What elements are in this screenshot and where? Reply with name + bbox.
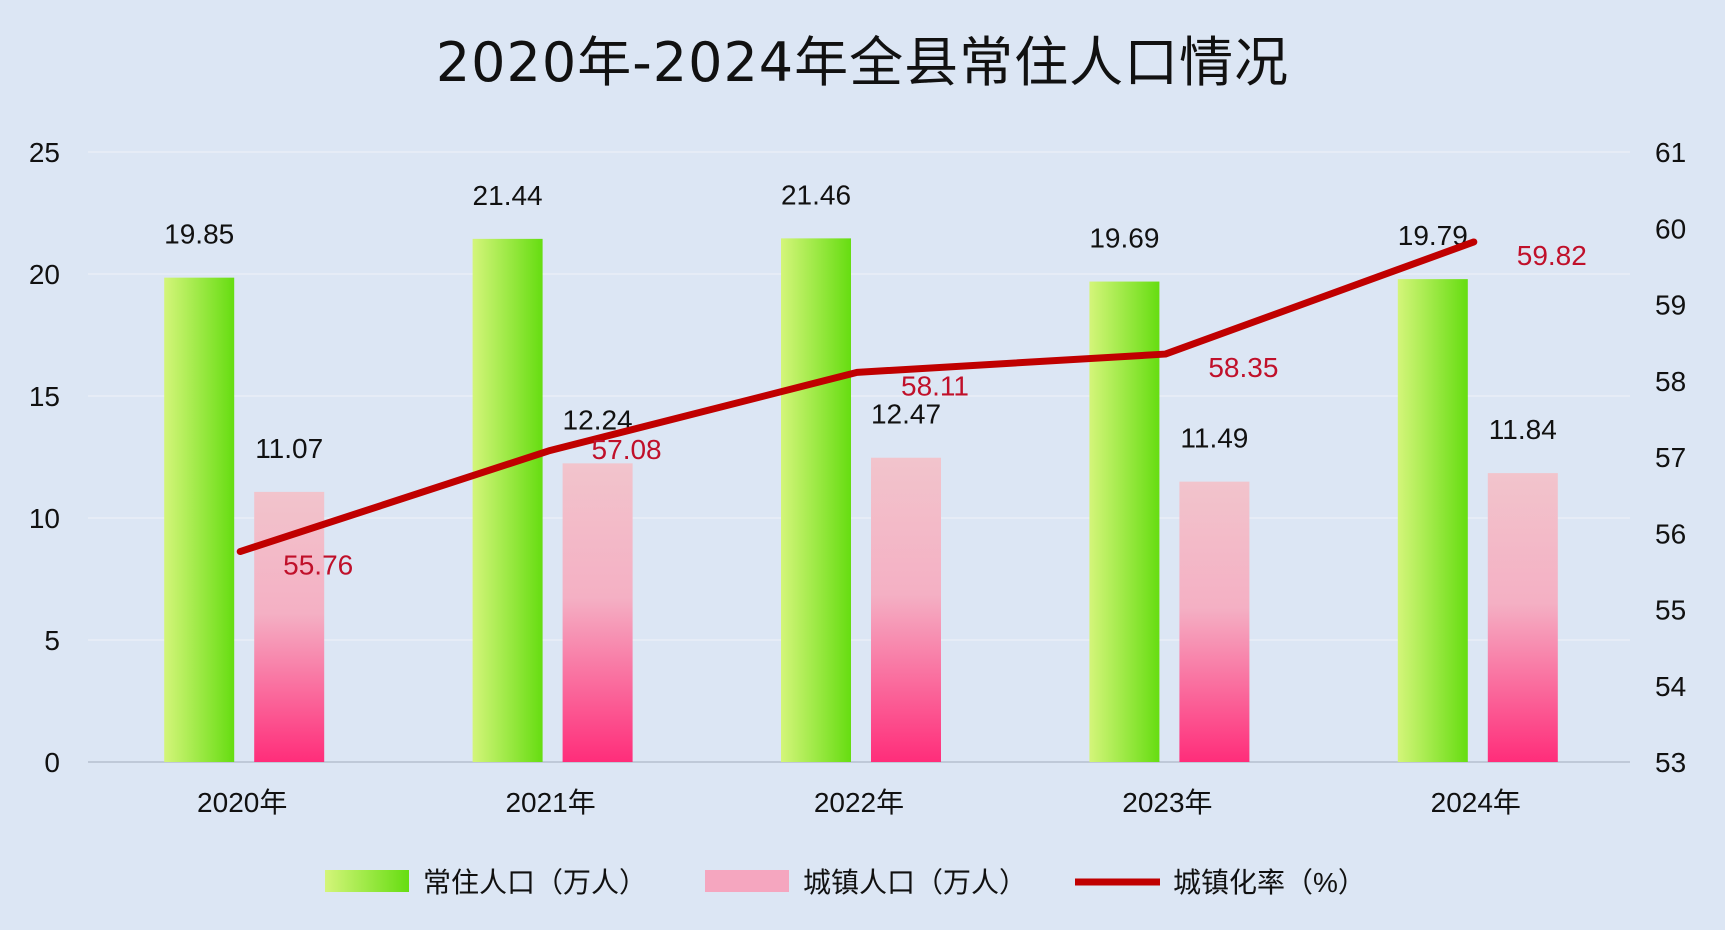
bar-urban-population xyxy=(1487,473,1558,762)
bar-data-label: 12.47 xyxy=(871,399,941,430)
line-data-label: 58.11 xyxy=(901,370,969,401)
bar-data-label: 19.69 xyxy=(1089,223,1159,254)
bar-data-label: 21.46 xyxy=(781,179,851,210)
bar-urban-population xyxy=(1179,481,1250,762)
y-right-tick-label: 53 xyxy=(1655,747,1686,778)
y-right-tick-label: 60 xyxy=(1655,213,1686,244)
bar-data-label: 21.44 xyxy=(473,180,543,211)
line-data-label: 57.08 xyxy=(592,434,662,465)
chart-title: 2020年-2024年全县常住人口情况 xyxy=(435,31,1290,94)
bar-data-label: 11.49 xyxy=(1180,423,1248,454)
bar-resident-population xyxy=(472,238,543,762)
y-left-tick-label: 10 xyxy=(29,503,60,534)
y-left-tick-label: 20 xyxy=(29,259,60,290)
bar-resident-population xyxy=(164,277,235,762)
bar-resident-population xyxy=(1397,279,1468,762)
x-tick-label: 2023年 xyxy=(1122,787,1212,818)
x-tick-label: 2021年 xyxy=(505,787,595,818)
bar-urban-population xyxy=(562,463,633,762)
line-data-label: 59.82 xyxy=(1517,240,1587,271)
x-tick-label: 2024年 xyxy=(1431,787,1521,818)
bar-data-label: 11.84 xyxy=(1489,414,1557,445)
legend-label: 城镇人口（万人） xyxy=(803,867,1027,898)
legend-label: 城镇化率（%） xyxy=(1173,867,1366,898)
y-left-tick-label: 0 xyxy=(44,747,60,778)
y-left-tick-label: 25 xyxy=(29,137,60,168)
x-tick-label: 2020年 xyxy=(197,787,287,818)
y-right-tick-label: 61 xyxy=(1655,137,1686,168)
bar-data-label: 11.07 xyxy=(255,433,323,464)
x-tick-label: 2022年 xyxy=(814,787,904,818)
y-right-tick-label: 58 xyxy=(1655,366,1686,397)
line-data-label: 55.76 xyxy=(283,550,353,581)
legend-swatch-urban xyxy=(705,870,789,892)
bar-urban-population xyxy=(871,457,941,762)
urbanization-rate-line xyxy=(236,238,1478,556)
y-right-tick-label: 54 xyxy=(1655,671,1686,702)
bar-resident-population xyxy=(781,238,851,763)
legend-swatch-resident xyxy=(325,870,409,892)
y-left-tick-label: 15 xyxy=(29,381,60,412)
bar-data-label: 19.85 xyxy=(164,219,234,250)
y-left-tick-label: 5 xyxy=(44,625,60,656)
y-right-tick-label: 56 xyxy=(1655,518,1686,549)
line-data-label: 58.35 xyxy=(1208,352,1278,383)
y-right-tick-label: 55 xyxy=(1655,595,1686,626)
legend-label: 常住人口（万人） xyxy=(423,867,647,898)
y-right-tick-label: 57 xyxy=(1655,442,1686,473)
bar-resident-population xyxy=(1089,281,1160,762)
y-right-tick-label: 59 xyxy=(1655,290,1686,321)
